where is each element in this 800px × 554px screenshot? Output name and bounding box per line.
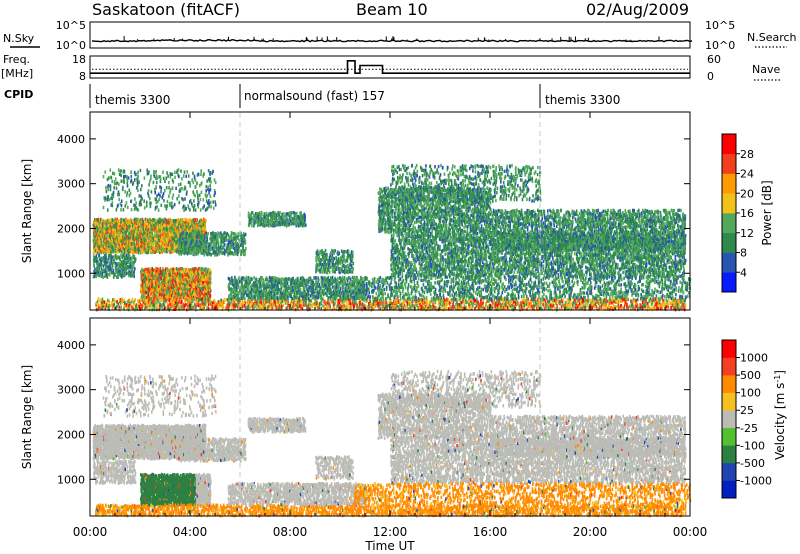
range-cell — [127, 219, 129, 222]
date-title: 02/Aug/2009 — [586, 0, 689, 19]
range-cell — [115, 218, 117, 221]
range-cell — [115, 249, 117, 252]
station-title: Saskatoon (fitACF) — [92, 0, 240, 19]
nsearch-label: N.Search — [747, 31, 797, 44]
range-cell — [134, 218, 136, 221]
freq-left-tick-bottom: 8 — [79, 70, 86, 83]
range-cell — [124, 248, 126, 251]
range-cell — [119, 219, 121, 222]
range-cell — [93, 251, 95, 254]
freq-label: Freq. — [3, 53, 30, 66]
beam-title: Beam 10 — [356, 0, 428, 19]
cpid-segment-2: normalsound (fast) 157 — [244, 89, 385, 103]
cpid-row: CPID themis 3300 normalsound (fast) 157 … — [4, 84, 620, 108]
noise-panel: 10^5 10^0 10^5 10^0 N.Sky N.Search — [3, 19, 797, 52]
range-cell — [152, 243, 154, 246]
range-cell — [143, 220, 145, 223]
range-cell — [101, 219, 103, 222]
noise-right-tick-top: 10^5 — [705, 19, 735, 32]
range-cell — [106, 249, 108, 252]
nave-right-tick-bottom: 0 — [707, 70, 714, 83]
freq-left-tick-top: 18 — [72, 53, 86, 66]
range-cell — [145, 218, 147, 221]
noise-right-tick-bottom: 10^0 — [705, 39, 735, 52]
range-cell — [102, 231, 104, 234]
range-cell — [133, 233, 135, 236]
noise-trace — [92, 36, 692, 42]
cpid-segment-3: themis 3300 — [545, 93, 620, 107]
nave-right-tick-top: 60 — [707, 53, 721, 66]
range-cell — [128, 244, 130, 247]
range-cell — [152, 250, 154, 253]
cpid-segment-1: themis 3300 — [95, 93, 170, 107]
freq-unit-label: [MHz] — [1, 67, 33, 80]
cpid-label: CPID — [4, 88, 33, 101]
range-cell — [131, 242, 133, 245]
nsky-label: N.Sky — [3, 32, 35, 45]
noise-left-tick-top: 10^5 — [56, 19, 86, 32]
range-cell — [140, 218, 142, 221]
range-cell — [157, 227, 159, 230]
range-cell — [103, 228, 105, 231]
noise-left-tick-bottom: 10^0 — [56, 39, 86, 52]
radar-figure: Saskatoon (fitACF) Beam 10 02/Aug/2009 1… — [0, 0, 800, 554]
range-cell — [130, 227, 132, 230]
nave-label: Nave — [752, 63, 780, 76]
freq-panel: 18 8 60 0 Freq. [MHz] Nave — [1, 53, 780, 83]
range-cell — [156, 233, 158, 236]
freq-line — [90, 61, 690, 73]
